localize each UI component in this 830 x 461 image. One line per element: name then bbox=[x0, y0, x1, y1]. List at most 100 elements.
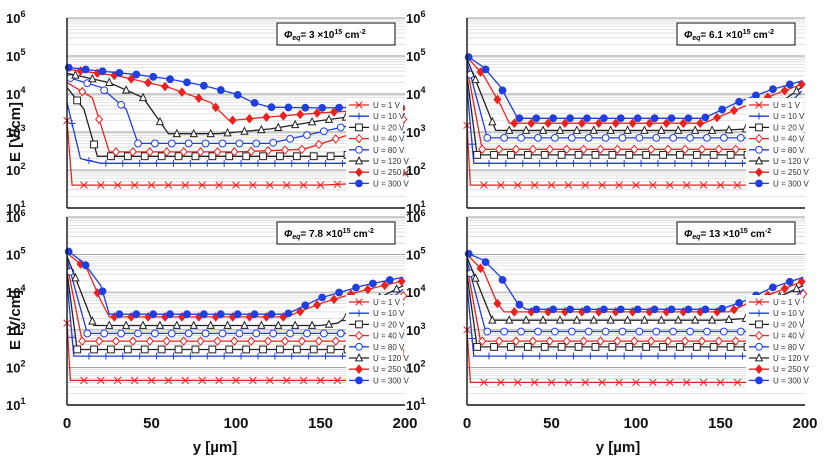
data-point bbox=[252, 329, 261, 338]
data-point bbox=[709, 150, 718, 159]
data-point bbox=[191, 345, 200, 354]
data-point bbox=[650, 114, 659, 123]
data-point bbox=[322, 352, 329, 360]
data-point bbox=[223, 127, 232, 137]
data-point bbox=[335, 288, 343, 297]
data-point bbox=[267, 310, 276, 319]
legend-item: U = 1 V bbox=[349, 298, 401, 307]
data-point bbox=[623, 315, 632, 324]
data-point bbox=[505, 315, 514, 324]
data-point bbox=[500, 327, 509, 336]
data-point bbox=[303, 131, 311, 139]
data-point bbox=[538, 315, 548, 324]
data-point bbox=[262, 112, 271, 122]
data-point bbox=[257, 320, 266, 329]
legend-swatch-marker bbox=[355, 101, 363, 109]
data-point bbox=[130, 376, 139, 385]
y-tick-label: 102 bbox=[6, 358, 25, 375]
data-point bbox=[649, 181, 657, 189]
data-point bbox=[733, 181, 742, 189]
data-point bbox=[201, 139, 210, 148]
data-point bbox=[88, 73, 97, 83]
data-point bbox=[282, 181, 291, 189]
data-point bbox=[301, 301, 310, 310]
data-point bbox=[208, 152, 217, 161]
data-point bbox=[536, 352, 544, 360]
data-point bbox=[688, 352, 696, 360]
data-point bbox=[292, 345, 301, 354]
data-point bbox=[731, 144, 740, 155]
data-point bbox=[247, 336, 256, 346]
legend-swatch-marker bbox=[355, 342, 363, 351]
data-point bbox=[232, 181, 240, 189]
y-tick-label: 103 bbox=[406, 321, 425, 338]
data-point bbox=[686, 133, 694, 142]
data-point bbox=[368, 279, 377, 288]
data-point bbox=[513, 181, 522, 189]
series-line bbox=[66, 252, 404, 318]
data-point bbox=[549, 114, 558, 123]
data-point bbox=[279, 111, 288, 121]
data-point bbox=[117, 100, 125, 109]
data-point bbox=[81, 65, 90, 74]
data-point bbox=[785, 80, 794, 89]
data-point bbox=[336, 329, 345, 338]
y-tick-label: 104 bbox=[406, 85, 425, 102]
data-point bbox=[95, 336, 104, 346]
data-point bbox=[274, 122, 283, 131]
data-point bbox=[608, 343, 617, 351]
legend-swatch-marker bbox=[354, 133, 364, 144]
data-point bbox=[603, 159, 611, 167]
data-point bbox=[134, 329, 142, 338]
data-point bbox=[181, 181, 190, 189]
data-point bbox=[136, 352, 144, 360]
chart-title: Φeq= 7.8 ×1015 cm-2 bbox=[276, 221, 396, 245]
data-point bbox=[473, 150, 482, 159]
chart-panel-4: 101 102 103 104 105 106 0 50 100 150 200 Φeq= 13 ×1… bbox=[406, 208, 818, 432]
data-point bbox=[699, 181, 708, 189]
data-point bbox=[276, 152, 284, 161]
data-point bbox=[584, 327, 593, 336]
data-point bbox=[507, 343, 515, 351]
legend-item: U = 80 V bbox=[349, 146, 405, 155]
data-point bbox=[505, 125, 514, 134]
legend-swatch-marker bbox=[354, 352, 364, 362]
legend-item: U = 10 V bbox=[349, 112, 405, 121]
data-point bbox=[331, 336, 340, 346]
legend-swatch-marker bbox=[354, 364, 364, 374]
data-point bbox=[567, 133, 576, 142]
data-point bbox=[105, 77, 114, 86]
data-point bbox=[510, 307, 519, 317]
chart-title: Φeq= 6.1 ×1015 cm-2 bbox=[676, 22, 796, 46]
data-point bbox=[174, 152, 183, 161]
data-point bbox=[566, 305, 574, 314]
data-point bbox=[147, 181, 156, 189]
data-point bbox=[495, 336, 504, 346]
data-point bbox=[664, 144, 673, 155]
data-point bbox=[228, 115, 237, 126]
title-text: Φeq= 6.1 ×1015 cm-2 bbox=[684, 29, 774, 42]
data-point bbox=[164, 181, 173, 189]
chart-panel-2: 101 102 103 104 105 106 Φeq= 6.1 ×1015 cm-2 U =… bbox=[406, 9, 809, 216]
legend-swatch-marker bbox=[755, 179, 763, 188]
data-point bbox=[515, 300, 524, 309]
data-point bbox=[574, 150, 583, 159]
data-point bbox=[498, 86, 507, 95]
data-point bbox=[235, 329, 244, 338]
data-point bbox=[591, 150, 600, 159]
data-point bbox=[249, 181, 257, 189]
data-point bbox=[128, 147, 137, 157]
data-point bbox=[240, 320, 249, 329]
data-point bbox=[177, 87, 186, 97]
legend-swatch-marker bbox=[755, 123, 763, 132]
y-tick-label: 101 bbox=[406, 396, 425, 413]
legend-label: U = 20 V bbox=[373, 320, 405, 329]
data-point bbox=[172, 320, 182, 329]
data-point bbox=[662, 118, 671, 129]
data-point bbox=[223, 320, 232, 329]
data-point bbox=[191, 152, 200, 161]
data-point bbox=[167, 329, 176, 338]
data-point bbox=[547, 181, 556, 189]
data-point bbox=[553, 159, 560, 167]
legend-swatch-marker bbox=[355, 145, 363, 154]
